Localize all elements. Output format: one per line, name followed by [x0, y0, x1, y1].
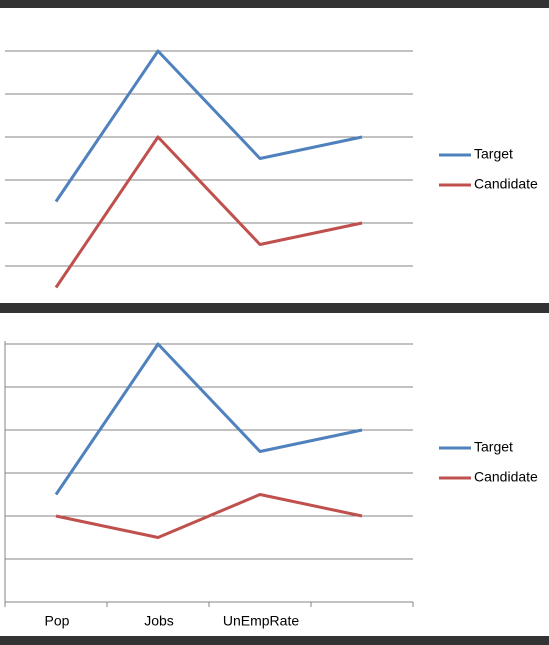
legend-label: Candidate: [474, 469, 538, 485]
frame-bar: [0, 636, 549, 645]
series-line: [54, 49, 363, 203]
legend-label: Target: [474, 439, 513, 455]
x-tick-label: Pop: [45, 613, 70, 629]
series-line: [54, 342, 363, 496]
series-line: [55, 493, 363, 539]
legend-label: Candidate: [474, 176, 538, 192]
series-line: [54, 135, 363, 289]
frame-bar: [0, 0, 549, 8]
legend-label: Target: [474, 146, 513, 162]
x-tick-label: Jobs: [144, 613, 174, 629]
x-tick-label: UnEmpRate: [223, 613, 299, 629]
frame-bar: [0, 303, 549, 313]
